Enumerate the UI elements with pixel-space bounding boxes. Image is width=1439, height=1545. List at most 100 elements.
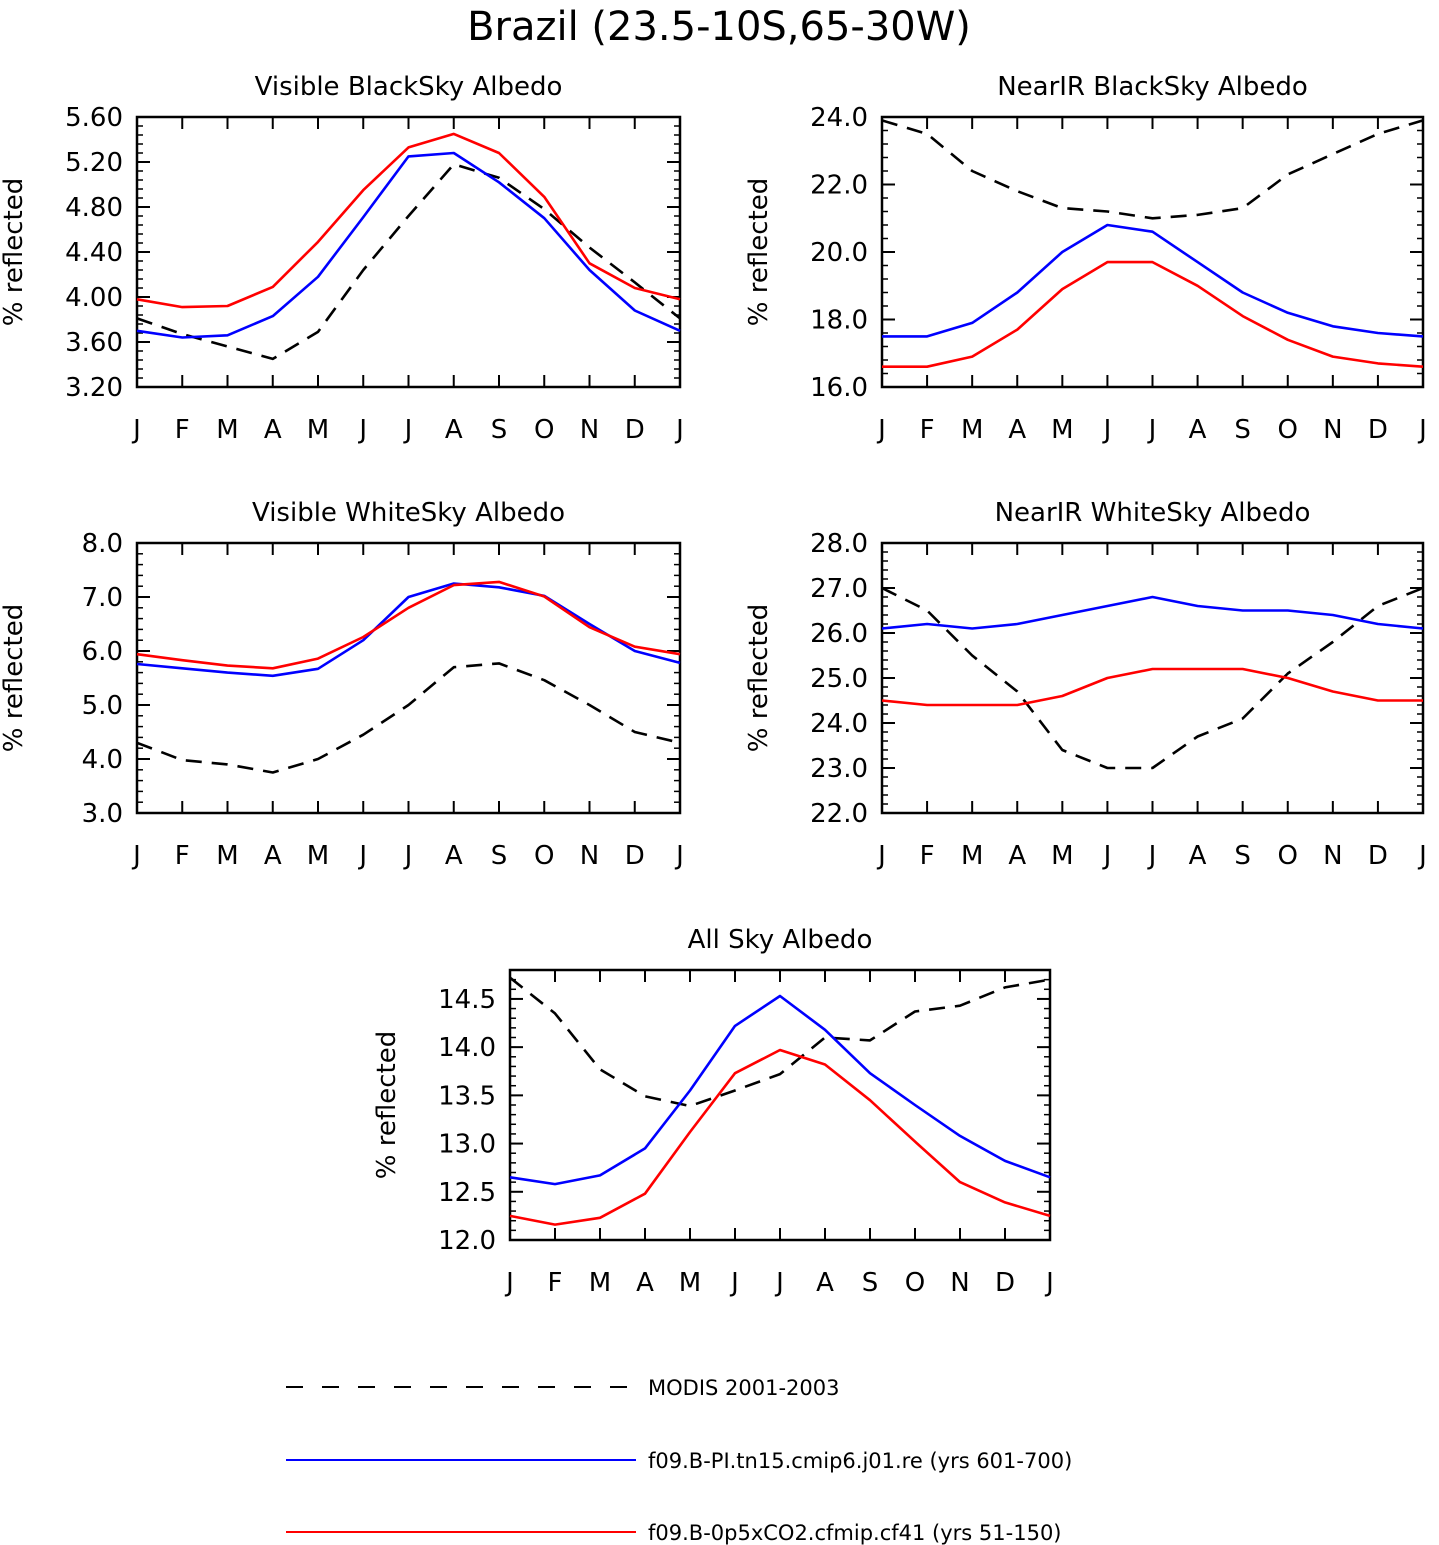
y-tick-label: 12.5: [438, 1178, 496, 1208]
legend: MODIS 2001-2003 f09.B-PI.tn15.cmip6.j01.r…: [286, 1376, 1072, 1545]
series-line: [136, 151, 681, 339]
x-tick-label: J: [1102, 841, 1112, 871]
y-tick-label: 24.0: [810, 103, 868, 133]
x-tick-label: J: [1417, 415, 1427, 445]
x-tick-label: J: [729, 1268, 739, 1298]
figure-title: Brazil (23.5-10S,65-30W): [467, 4, 971, 50]
y-tick-label: 6.0: [82, 637, 123, 667]
y-tick-label: 4.80: [65, 193, 123, 223]
series-line: [881, 586, 1424, 770]
y-tick-label: 25.0: [810, 664, 868, 694]
x-tick-label: A: [445, 415, 463, 445]
y-tick-label: 4.0: [82, 745, 123, 775]
plot-frame: [508, 968, 1052, 1242]
x-tick-label: O: [534, 841, 554, 871]
x-tick-label: M: [961, 415, 983, 445]
panel-title: NearIR WhiteSky Albedo: [995, 498, 1311, 528]
x-tick-label: J: [774, 1268, 784, 1298]
y-tick-label: 20.0: [810, 238, 868, 268]
y-tick-label: 5.0: [82, 691, 123, 721]
x-tick-label: D: [625, 841, 645, 871]
y-tick-label: 13.0: [438, 1130, 496, 1160]
x-tick-label: N: [580, 415, 599, 445]
x-tick-label: F: [175, 415, 190, 445]
x-tick-label: M: [307, 415, 329, 445]
y-axis-label: % reflected: [372, 1031, 402, 1179]
series-line: [882, 223, 1424, 338]
plot-frame: [880, 115, 1425, 389]
y-axis-label: % reflected: [0, 604, 29, 752]
series-line: [509, 994, 1051, 1186]
x-tick-label: F: [548, 1268, 563, 1298]
x-tick-label: J: [1417, 841, 1427, 871]
legend-item: f09.B-0p5xCO2.cfmip.cf41 (yrs 51-150): [286, 1521, 1062, 1545]
x-tick-label: J: [357, 415, 367, 445]
legend-label: f09.B-0p5xCO2.cfmip.cf41 (yrs 51-150): [648, 1521, 1062, 1545]
x-tick-label: J: [1147, 841, 1157, 871]
series-line: [136, 132, 681, 309]
x-tick-label: M: [1051, 415, 1073, 445]
x-tick-label: O: [905, 1268, 925, 1298]
x-tick-label: A: [264, 415, 282, 445]
series-line: [509, 976, 1051, 1108]
x-tick-label: M: [216, 841, 238, 871]
y-axis-label: % reflected: [744, 604, 774, 752]
series-line: [882, 260, 1424, 369]
x-tick-label: F: [920, 415, 935, 445]
series-line: [881, 667, 1423, 707]
x-tick-label: N: [580, 841, 599, 871]
x-tick-label: J: [403, 841, 413, 871]
series-line: [509, 1048, 1051, 1226]
y-axis-label: % reflected: [0, 178, 29, 326]
x-tick-label: J: [876, 841, 886, 871]
panel-title: Visible WhiteSky Albedo: [252, 498, 565, 528]
x-tick-label: J: [1102, 415, 1112, 445]
x-tick-label: J: [1147, 415, 1157, 445]
y-tick-label: 22.0: [810, 171, 868, 201]
x-tick-label: S: [491, 841, 508, 871]
x-tick-label: S: [1234, 415, 1251, 445]
y-tick-label: 18.0: [810, 306, 868, 336]
x-tick-label: J: [674, 415, 684, 445]
y-tick-label: 12.0: [438, 1226, 496, 1256]
y-tick-label: 3.60: [65, 328, 123, 358]
y-tick-label: 24.0: [810, 709, 868, 739]
series-line: [881, 595, 1424, 630]
y-tick-label: 14.0: [438, 1033, 496, 1063]
x-tick-label: D: [625, 415, 645, 445]
x-tick-label: N: [1323, 415, 1342, 445]
y-tick-label: 26.0: [810, 619, 868, 649]
x-tick-label: J: [1044, 1268, 1054, 1298]
y-tick-label: 16.0: [810, 373, 868, 403]
legend-label: f09.B-PI.tn15.cmip6.j01.re (yrs 601-700): [648, 1449, 1072, 1473]
y-tick-label: 22.0: [810, 799, 868, 829]
y-tick-label: 3.0: [82, 799, 123, 829]
x-tick-label: A: [636, 1268, 654, 1298]
y-tick-label: 5.60: [65, 103, 123, 133]
x-tick-label: O: [534, 415, 554, 445]
y-tick-label: 4.40: [65, 238, 123, 268]
y-tick-label: 4.00: [65, 283, 123, 313]
x-tick-label: M: [307, 841, 329, 871]
x-tick-label: A: [264, 841, 282, 871]
series-line: [136, 580, 681, 670]
x-tick-label: O: [1278, 415, 1298, 445]
x-tick-label: N: [950, 1268, 969, 1298]
x-tick-label: J: [674, 841, 684, 871]
x-tick-label: A: [1189, 841, 1207, 871]
x-tick-label: S: [1234, 841, 1251, 871]
x-tick-label: O: [1278, 841, 1298, 871]
x-tick-label: J: [403, 415, 413, 445]
x-tick-label: D: [995, 1268, 1015, 1298]
x-tick-label: A: [816, 1268, 834, 1298]
y-axis-label: % reflected: [744, 178, 774, 326]
y-tick-label: 23.0: [810, 754, 868, 784]
series-line: [136, 662, 681, 774]
x-tick-label: M: [589, 1268, 611, 1298]
x-tick-label: J: [876, 415, 886, 445]
